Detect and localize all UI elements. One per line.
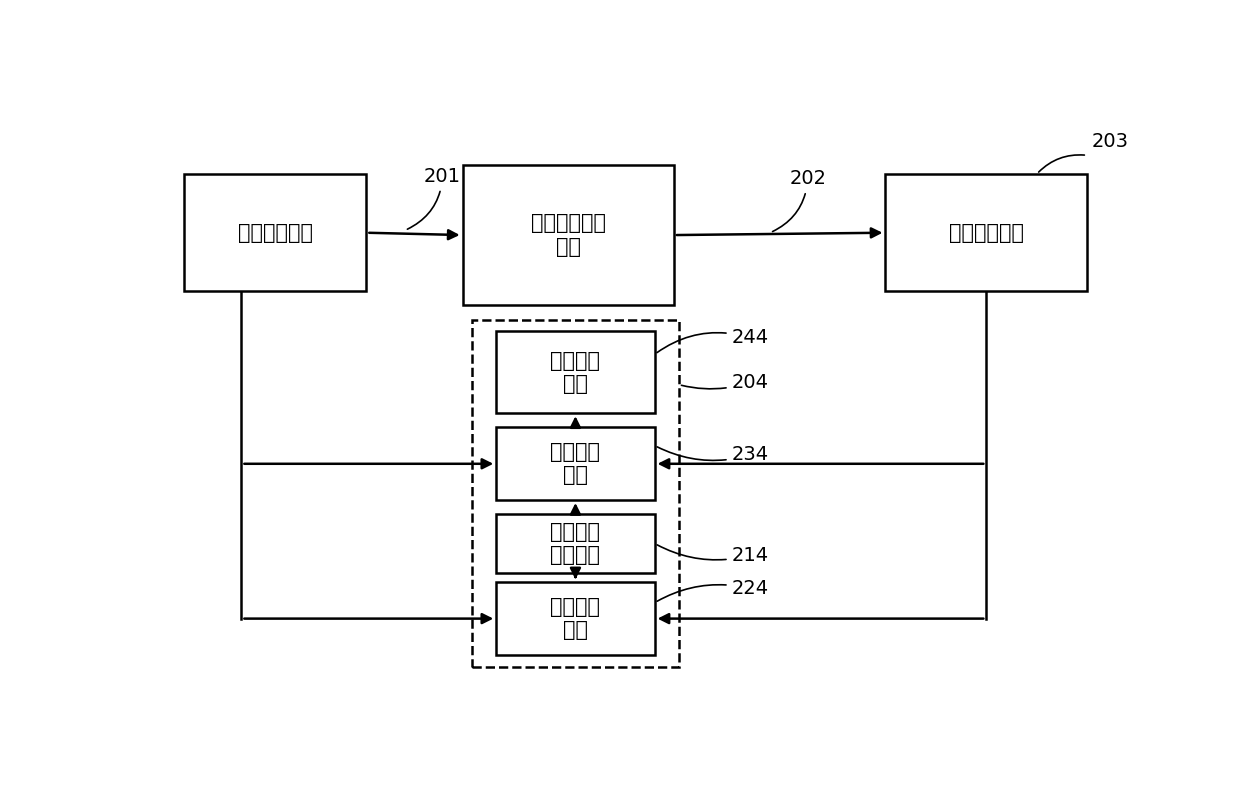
Bar [496, 331, 655, 413]
Text: 234: 234 [657, 446, 769, 465]
Text: 224: 224 [657, 579, 769, 601]
Bar [885, 174, 1087, 292]
Bar [496, 428, 655, 500]
Text: 当前亮度
判断单元: 当前亮度 判断单元 [551, 522, 600, 565]
Text: 214: 214 [657, 545, 769, 565]
Bar [472, 320, 678, 667]
Text: 202: 202 [773, 169, 826, 232]
Text: 201: 201 [408, 167, 461, 230]
Text: 204: 204 [682, 373, 769, 391]
Text: 映射获取
单元: 映射获取 单元 [551, 443, 600, 486]
Text: 244: 244 [657, 329, 769, 353]
Text: 失效亮度获取
模块: 失效亮度获取 模块 [531, 214, 605, 257]
Bar [496, 514, 655, 573]
Bar [184, 174, 367, 292]
Bar [463, 165, 675, 306]
Text: 映射补偿
单元: 映射补偿 单元 [551, 351, 600, 394]
Text: 第二获取模块: 第二获取模块 [949, 222, 1024, 243]
Text: 203: 203 [1092, 131, 1128, 151]
Bar [496, 582, 655, 655]
Text: 调用补偿
单元: 调用补偿 单元 [551, 597, 600, 641]
Text: 第一获取模块: 第一获取模块 [238, 222, 312, 243]
